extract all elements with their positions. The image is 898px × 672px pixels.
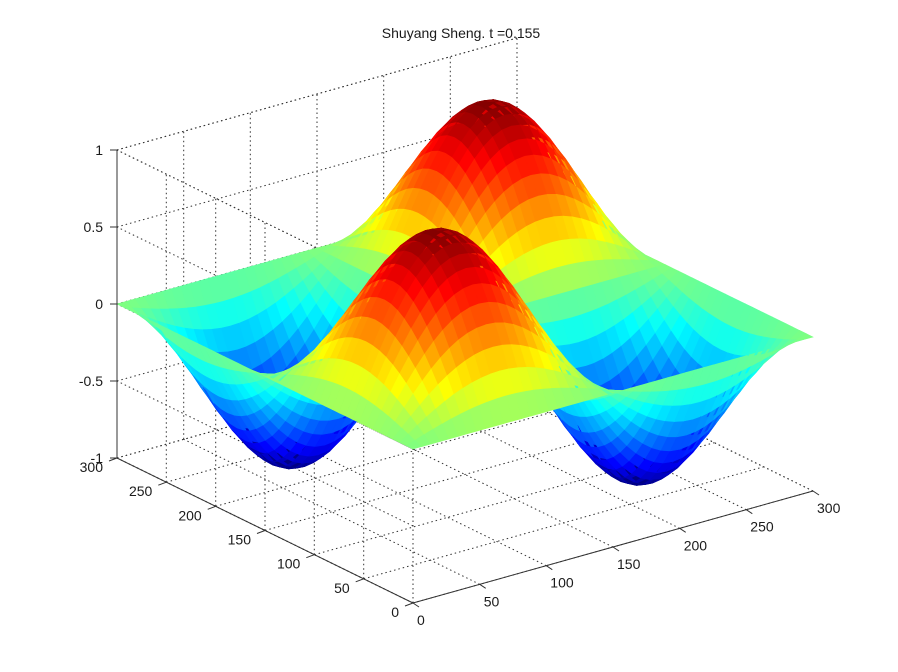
y-tick-mark xyxy=(355,578,364,583)
floor-grid-line xyxy=(363,466,764,580)
z-tick-label: 0 xyxy=(95,296,103,312)
y-tick-label: 200 xyxy=(178,507,202,523)
x-tick-label: 250 xyxy=(750,519,774,535)
x-tick-mark xyxy=(679,527,686,533)
y-tick-label: 50 xyxy=(334,580,350,596)
x-axis: 0 50 100 150 200 250 300 xyxy=(412,490,841,628)
y-tick-label: 100 xyxy=(277,556,301,572)
y-tick-label: 250 xyxy=(129,483,153,499)
floor-grid-line xyxy=(264,418,666,531)
y-tick-mark xyxy=(404,602,414,607)
x-tick-label: 200 xyxy=(684,537,708,553)
y-tick-label: 300 xyxy=(80,459,104,475)
x-tick-mark xyxy=(746,509,753,515)
surface-patch xyxy=(796,333,814,340)
x-tick-mark xyxy=(412,602,420,608)
x-tick-mark xyxy=(479,583,486,589)
z-tick-label: 0.5 xyxy=(84,219,104,235)
z-tick-label: -0.5 xyxy=(79,373,103,389)
x-tick-mark xyxy=(546,565,553,571)
floor-grid-line xyxy=(314,442,715,556)
z-tick-label: 1 xyxy=(95,142,103,158)
floor-grid-line xyxy=(215,393,616,507)
floor-grid-line xyxy=(183,438,480,585)
z-axis: -1 -0.5 0 0.5 1 xyxy=(79,142,117,466)
left-grid-line xyxy=(116,380,414,527)
y-tick-mark xyxy=(256,530,266,534)
y-tick-mark xyxy=(158,481,167,486)
y-tick-mark xyxy=(207,505,216,510)
y-tick-label: 0 xyxy=(391,604,399,620)
x-tick-label: 0 xyxy=(417,612,425,628)
box-edge xyxy=(116,37,518,151)
x-tick-mark xyxy=(812,490,820,496)
y-tick-mark xyxy=(306,554,315,559)
x-tick-label: 150 xyxy=(617,556,641,572)
x-tick-label: 300 xyxy=(817,500,841,516)
x-tick-mark xyxy=(612,546,620,552)
y-tick-mark xyxy=(108,457,118,462)
y-tick-label: 150 xyxy=(228,532,252,548)
y-axis: 0 50 100 150 200 250 300 xyxy=(80,457,414,620)
surface-mesh xyxy=(116,99,814,486)
chart-title: Shuyang Sheng. t =0.155 xyxy=(382,25,541,41)
x-tick-label: 50 xyxy=(484,593,500,609)
z-tick-label: -1 xyxy=(91,450,104,466)
back-grid-line xyxy=(116,114,518,228)
x-tick-label: 100 xyxy=(550,575,574,591)
